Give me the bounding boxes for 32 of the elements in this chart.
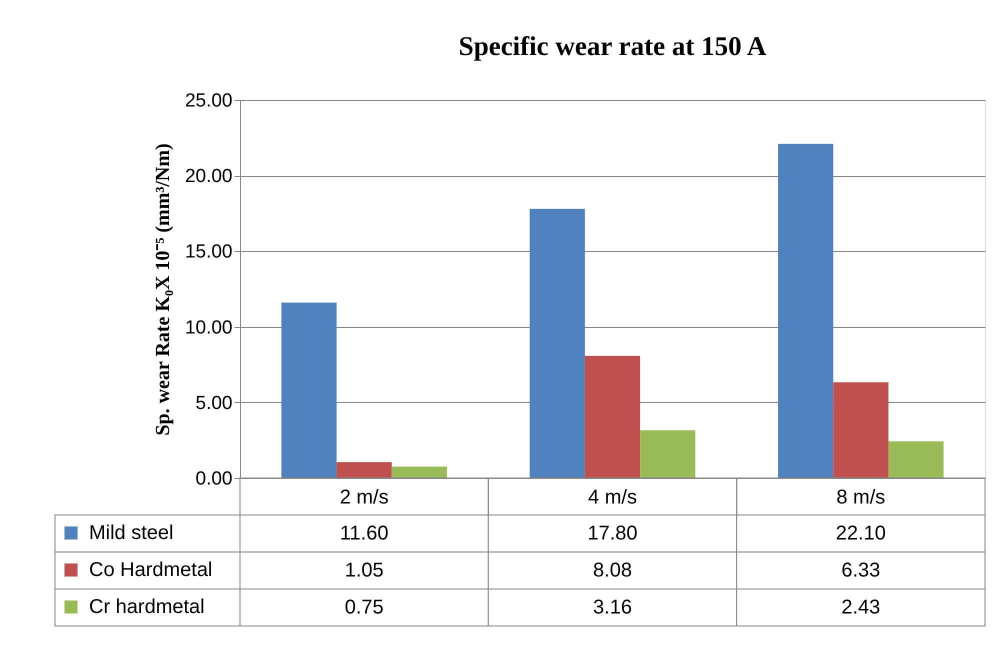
x-tick-label: 8 m/s	[836, 486, 886, 508]
data-label: 11.60	[340, 522, 388, 544]
y-tick-label: 5.00	[196, 392, 232, 414]
data-label: 0.75	[344, 596, 384, 618]
y-tick-label: 25.00	[184, 90, 232, 112]
data-label: 2.43	[841, 596, 880, 618]
legend-label: Co Hardmetal	[89, 559, 212, 581]
bar	[336, 462, 392, 478]
legend-label: Mild steel	[89, 522, 174, 544]
y-tick-label: 0.00	[196, 468, 232, 490]
bar	[530, 208, 585, 478]
y-tick-label: 10.00	[184, 317, 232, 338]
chart-title: Specific wear rate at 150 A	[458, 31, 767, 61]
bar	[584, 356, 640, 478]
bar	[833, 382, 888, 478]
data-label: 17.80	[587, 522, 638, 544]
legend-label: Cr hardmetal	[89, 596, 205, 618]
data-label: 1.05	[344, 560, 384, 582]
data-label: 8.08	[593, 560, 632, 582]
data-label: 22.10	[836, 522, 886, 544]
x-tick-label: 4 m/s	[588, 486, 637, 508]
bar	[281, 302, 337, 478]
data-label: 3.16	[593, 596, 632, 618]
bar	[392, 466, 447, 478]
bar	[640, 430, 696, 478]
y-axis-title: Sp. wear Rate K₀X 10⁻⁵ (mm³/Nm)	[152, 143, 174, 436]
bar	[778, 144, 834, 478]
bar	[888, 441, 944, 478]
y-tick-label: 20.00	[184, 166, 232, 188]
y-tick-label: 15.00	[184, 242, 232, 263]
data-label: 6.33	[841, 560, 880, 582]
x-tick-label: 2 m/s	[340, 486, 389, 508]
